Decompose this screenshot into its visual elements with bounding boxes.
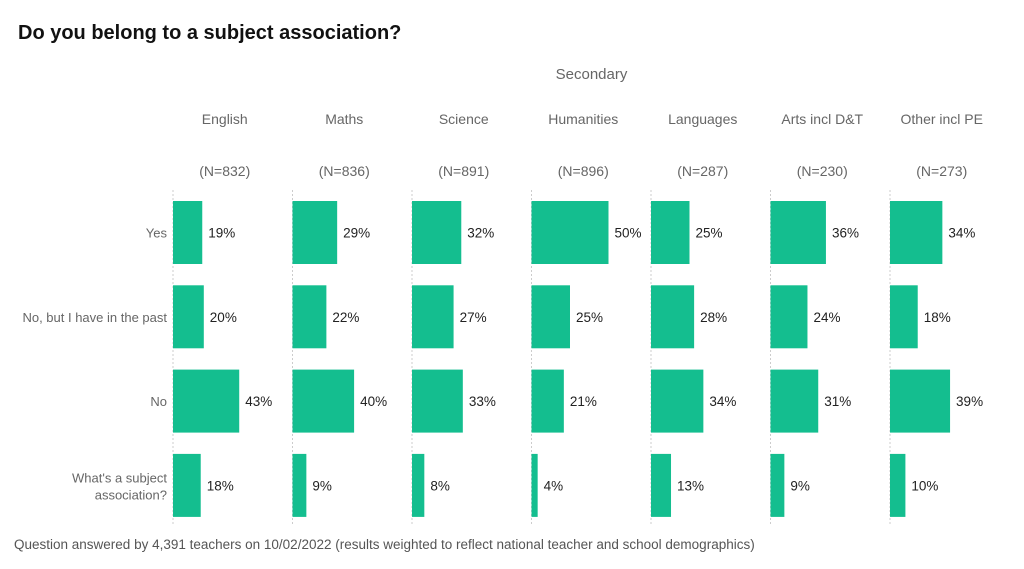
bar bbox=[770, 453, 785, 517]
data-label: 40% bbox=[360, 394, 387, 409]
bar bbox=[292, 201, 338, 264]
data-label: 27% bbox=[460, 310, 487, 325]
data-label: 19% bbox=[208, 226, 235, 241]
bar bbox=[173, 453, 201, 517]
data-label: 28% bbox=[700, 310, 727, 325]
bar bbox=[292, 369, 355, 433]
panel-header: Maths bbox=[325, 111, 363, 127]
panel-header: Science bbox=[439, 111, 489, 127]
panel-header: Other incl PE bbox=[901, 111, 983, 127]
bar bbox=[412, 201, 462, 264]
data-label: 4% bbox=[544, 478, 564, 493]
panel-n-label: (N=230) bbox=[797, 163, 848, 179]
bar bbox=[292, 285, 327, 349]
bar bbox=[292, 453, 307, 517]
bar bbox=[890, 201, 943, 264]
panel-header: Languages bbox=[668, 111, 737, 127]
data-label: 34% bbox=[709, 394, 736, 409]
bar bbox=[531, 453, 538, 517]
data-label: 9% bbox=[312, 478, 332, 493]
bar bbox=[531, 285, 570, 349]
panel-n-label: (N=273) bbox=[916, 163, 967, 179]
panel-n-label: (N=836) bbox=[319, 163, 370, 179]
data-label: 39% bbox=[956, 394, 983, 409]
bar bbox=[412, 285, 454, 349]
bar bbox=[890, 285, 918, 349]
bar bbox=[890, 453, 906, 517]
bar bbox=[173, 201, 203, 264]
bar bbox=[651, 369, 704, 433]
bar bbox=[890, 369, 951, 433]
panel-n-label: (N=896) bbox=[558, 163, 609, 179]
data-label: 8% bbox=[430, 478, 450, 493]
data-label: 34% bbox=[948, 226, 975, 241]
panel-header: Humanities bbox=[548, 111, 618, 127]
data-label: 18% bbox=[207, 478, 234, 493]
data-label: 32% bbox=[467, 226, 494, 241]
row-label: No, but I have in the past bbox=[22, 310, 167, 325]
bar bbox=[651, 453, 672, 517]
data-label: 29% bbox=[343, 226, 370, 241]
data-label: 10% bbox=[911, 478, 938, 493]
bar bbox=[770, 201, 826, 264]
panel-n-label: (N=891) bbox=[438, 163, 489, 179]
data-label: 21% bbox=[570, 394, 597, 409]
footer-note: Question answered by 4,391 teachers on 1… bbox=[14, 537, 755, 552]
data-label: 25% bbox=[576, 310, 603, 325]
data-label: 9% bbox=[790, 478, 810, 493]
data-label: 36% bbox=[832, 226, 859, 241]
panel-header: English bbox=[202, 111, 248, 127]
row-label: Yes bbox=[146, 226, 168, 241]
row-label: What's a subject association? bbox=[72, 470, 167, 502]
super-header: Secondary bbox=[555, 66, 628, 83]
bar bbox=[770, 285, 808, 349]
data-label: 31% bbox=[824, 394, 851, 409]
bar bbox=[173, 285, 204, 349]
bar bbox=[531, 369, 564, 433]
data-label: 50% bbox=[615, 226, 642, 241]
row-label: No bbox=[150, 394, 167, 409]
data-label: 13% bbox=[677, 478, 704, 493]
chart-title: Do you belong to a subject association? bbox=[18, 22, 402, 44]
bar bbox=[412, 453, 425, 517]
bar bbox=[412, 369, 463, 433]
panel-n-label: (N=832) bbox=[199, 163, 250, 179]
panel-n-label: (N=287) bbox=[677, 163, 728, 179]
bar bbox=[173, 369, 240, 433]
panel-header: Arts incl D&T bbox=[781, 111, 863, 127]
bar bbox=[651, 285, 695, 349]
bar bbox=[531, 201, 609, 264]
bar bbox=[651, 201, 690, 264]
data-label: 24% bbox=[813, 310, 840, 325]
data-label: 20% bbox=[210, 310, 237, 325]
data-label: 22% bbox=[332, 310, 359, 325]
data-label: 43% bbox=[245, 394, 272, 409]
data-label: 33% bbox=[469, 394, 496, 409]
bar bbox=[770, 369, 819, 433]
data-label: 25% bbox=[696, 226, 723, 241]
data-label: 18% bbox=[924, 310, 951, 325]
